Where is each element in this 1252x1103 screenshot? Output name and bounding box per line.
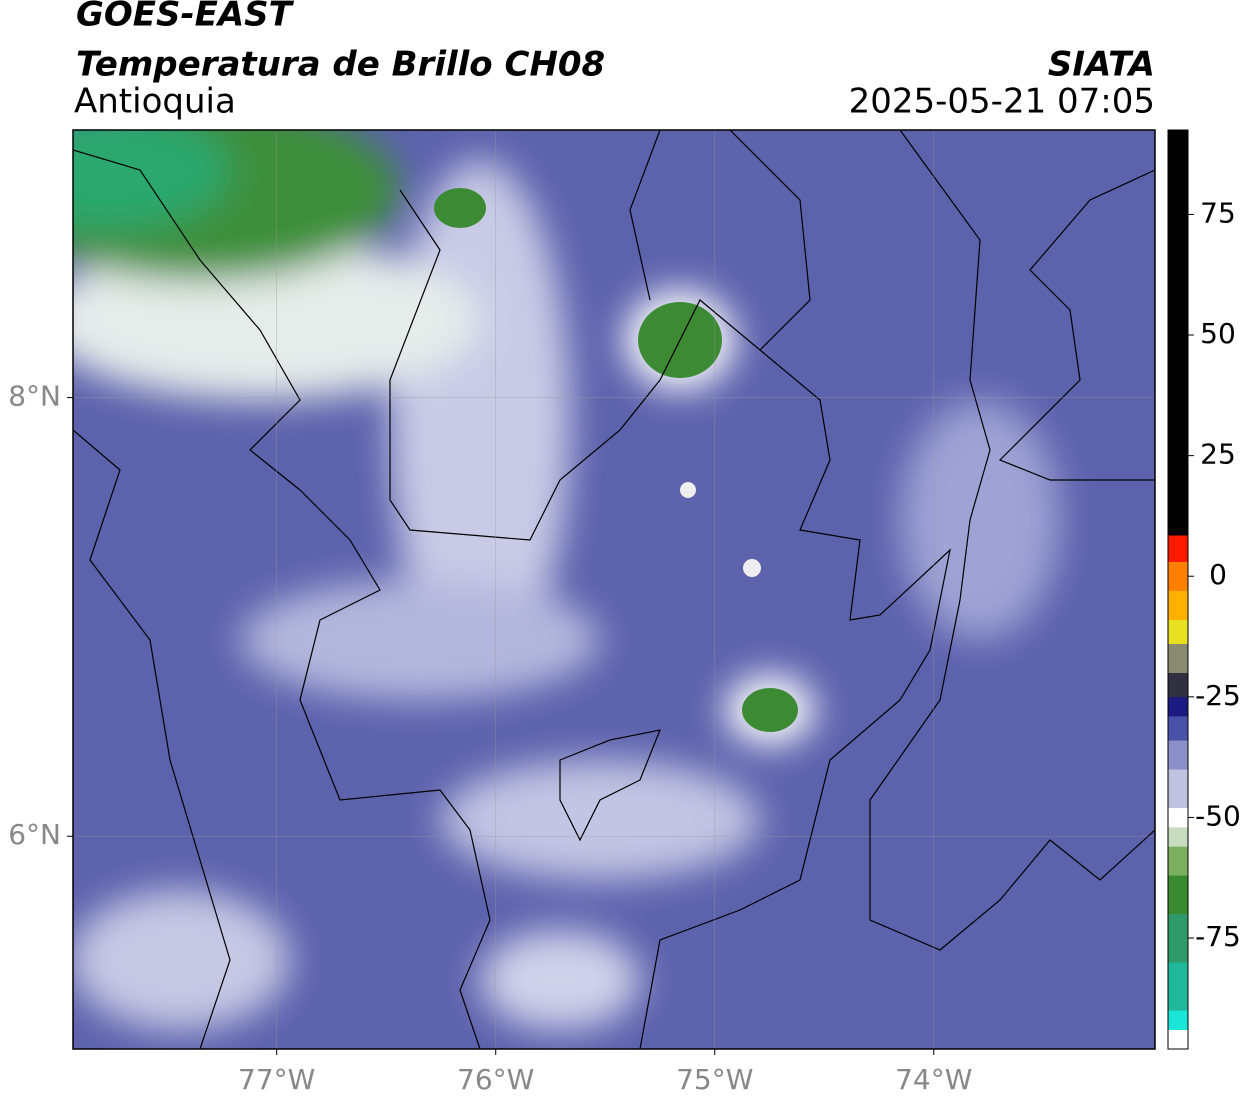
colorbar-tick-label: 75 [1200, 196, 1236, 229]
colorbar-segment [1167, 561, 1189, 591]
colorbar-tick-label: 0 [1209, 558, 1227, 591]
colorbar-segment [1167, 807, 1189, 828]
colorbar-tick-label: -50 [1195, 799, 1241, 832]
region: Antioquia [74, 82, 236, 122]
x-tick-label: 74°W [895, 1063, 972, 1096]
colorbar-segment [1167, 961, 1189, 1011]
x-tick-label: 75°W [676, 1063, 753, 1096]
colorbar-tick-label: 50 [1200, 317, 1236, 350]
colorbar-segment [1167, 1029, 1189, 1050]
x-tick-label: 76°W [457, 1063, 534, 1096]
colorbar-segment [1167, 740, 1189, 770]
colorbar-segment [1167, 1010, 1189, 1030]
colorbar-segment [1167, 534, 1189, 563]
colorbar-segment [1167, 696, 1189, 717]
map-imagery [73, 130, 1155, 1049]
colorbar-frame [1167, 129, 1189, 1050]
colorbar-segment [1167, 129, 1189, 536]
colorbar-segment [1167, 643, 1189, 673]
y-tick-label: 6°N [8, 818, 61, 851]
colorbar-segment [1167, 768, 1189, 809]
colorbar-segment [1167, 875, 1189, 915]
colorbar-segment [1167, 826, 1189, 847]
datetime: 2025-05-21 07:05 [849, 82, 1155, 122]
colorbar-segment [1167, 619, 1189, 645]
colorbar-segment [1167, 913, 1189, 963]
source: SIATA [1048, 45, 1155, 85]
x-tick-label: 77°W [238, 1063, 315, 1096]
satellite: GOES-EAST [76, 0, 295, 35]
colorbar-segment [1167, 846, 1189, 876]
colorbar-tick-label: 25 [1200, 438, 1236, 471]
colorbar-segment [1167, 715, 1189, 741]
y-tick-label: 8°N [8, 380, 61, 413]
colorbar-segment [1167, 672, 1189, 698]
colorbar-tick-label: -25 [1195, 679, 1241, 712]
map-frame [72, 129, 1156, 1050]
product: Temperatura de Brillo CH08 [76, 45, 605, 85]
colorbar-tick-label: -75 [1195, 920, 1241, 953]
colorbar-segment [1167, 590, 1189, 620]
